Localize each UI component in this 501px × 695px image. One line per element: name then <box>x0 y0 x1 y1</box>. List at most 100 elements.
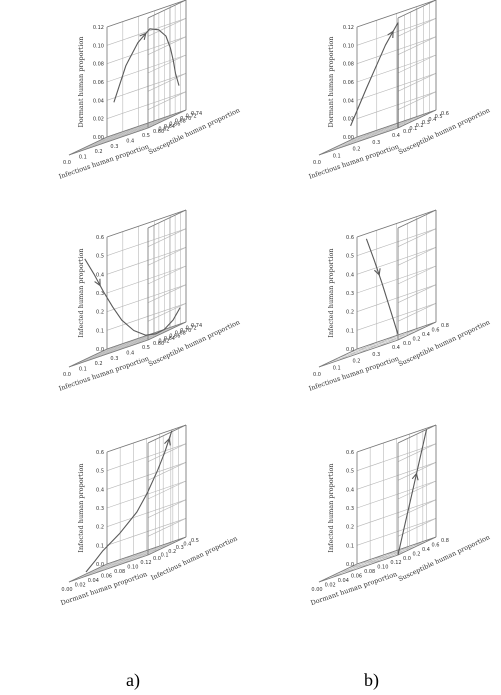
direction-arrow <box>374 268 381 277</box>
grid-line <box>328 335 408 363</box>
grid-line <box>397 54 437 74</box>
grid-line <box>106 443 187 471</box>
axis-edge <box>318 563 358 583</box>
x-tick-label: 0.4 <box>126 350 134 356</box>
axis-edge <box>147 536 187 556</box>
axis-edge <box>318 127 399 156</box>
z-tick-label: 0.04 <box>343 98 354 104</box>
x-tick-label: 0.08 <box>364 569 375 575</box>
grid-line <box>147 480 187 500</box>
x-tick-label: 0.00 <box>311 587 322 593</box>
grid <box>318 0 437 156</box>
grid-line <box>344 115 424 144</box>
axis-edge <box>68 554 149 583</box>
x-tick-label: 0.3 <box>110 144 118 150</box>
panel-a3: 0.120.100.080.060.040.020.000.00.10.20.3… <box>60 424 239 607</box>
caption-b: b) <box>364 670 379 690</box>
z-tick-label: 0.10 <box>93 43 104 49</box>
z-tick-label: 0.6 <box>346 450 354 456</box>
axis-edge <box>147 0 187 19</box>
x-tick-label: 0.4 <box>392 345 400 351</box>
grid-line <box>147 518 187 537</box>
grid-line <box>147 443 187 462</box>
z-tick-label: 0.2 <box>96 310 104 316</box>
trajectory-line <box>84 258 181 336</box>
y-tick-label: 0.1 <box>409 126 417 132</box>
tick-labels: 0.120.100.080.060.040.020.000.00.10.20.3… <box>61 450 199 593</box>
x-tick-label: 0.1 <box>333 153 341 159</box>
grid-line <box>79 334 159 363</box>
axis-edge <box>318 339 399 368</box>
x-tick-label: 0.0 <box>313 372 321 378</box>
grid-line <box>397 247 437 266</box>
grid-line <box>85 332 165 360</box>
y-tick-label: 0.5 <box>191 538 199 544</box>
grid-line <box>356 462 437 490</box>
grid-line <box>96 326 176 355</box>
x-tick-label: 0.3 <box>372 352 380 358</box>
z-tick-label: 0.10 <box>343 43 354 49</box>
z-axis-label: Infected human proportion <box>327 463 335 552</box>
axis-edge <box>106 536 187 565</box>
y-tick-label: 0.2 <box>168 549 176 555</box>
x-tick-label: 0.08 <box>114 569 125 575</box>
grid-line <box>106 91 187 119</box>
y-tick-label: 0.6 <box>432 328 440 334</box>
grid-line <box>84 547 164 576</box>
z-axis-label: Dormant human proportion <box>327 37 335 128</box>
caption-a: a) <box>126 670 140 690</box>
grid-line <box>90 117 170 145</box>
trajectory-line <box>350 22 399 128</box>
y-tick-label: 0.2 <box>416 123 424 129</box>
grid-line <box>397 91 437 110</box>
z-axis-label: Infected human proportion <box>327 248 335 337</box>
grid-line <box>347 541 427 569</box>
x-tick-label: 0.12 <box>140 560 151 566</box>
z-tick-label: 0.0 <box>96 347 104 353</box>
direction-arrow <box>164 437 171 446</box>
grid-line <box>147 284 187 303</box>
tick-labels: 0.50.40.30.20.10.00.600.620.640.660.680.… <box>63 235 202 378</box>
axis-edge <box>68 339 149 368</box>
y-tick-label: 0.0 <box>153 556 161 562</box>
axis-edge <box>397 424 437 444</box>
x-tick-label: 0.02 <box>325 583 336 589</box>
y-tick-label: 0.1 <box>161 552 169 558</box>
y-tick-label: 0.0 <box>403 556 411 562</box>
grid-line <box>147 73 187 92</box>
x-tick-label: 0.0 <box>63 160 71 166</box>
x-tick-label: 0.2 <box>353 147 361 153</box>
grid-line <box>337 118 418 147</box>
z-tick-label: 0.5 <box>346 469 354 475</box>
x-tick-label: 0.1 <box>79 367 87 373</box>
z-tick-label: 0.0 <box>96 562 104 568</box>
y-tick-label: 0.8 <box>441 323 449 329</box>
grid-line <box>74 337 154 365</box>
axis-edge <box>147 209 187 229</box>
y-tick-label: 0.4 <box>428 117 436 123</box>
axis-edge <box>147 424 187 444</box>
grid-line <box>397 443 437 462</box>
grid-line <box>85 120 165 148</box>
axis-edge <box>397 536 437 556</box>
z-tick-label: 0.08 <box>93 62 104 68</box>
z-tick-label: 0.3 <box>346 506 354 512</box>
z-tick-label: 0.1 <box>346 543 354 549</box>
y-tick-label: 0.5 <box>435 114 443 120</box>
grid-line <box>356 518 437 546</box>
z-tick-label: 0.2 <box>346 525 354 531</box>
y-tick-label: 0.8 <box>441 538 449 544</box>
grid-line <box>356 284 437 312</box>
y-tick-label: 0.74 <box>191 111 202 117</box>
grid-line <box>106 303 187 331</box>
axis-edge <box>356 209 437 238</box>
x-tick-label: 0.4 <box>126 138 134 144</box>
y-tick-label: 0.6 <box>432 543 440 549</box>
axis-edge <box>397 109 437 129</box>
axis-edge <box>356 424 437 453</box>
z-tick-label: 0.4 <box>346 487 354 493</box>
z-tick-label: 0.2 <box>346 310 354 316</box>
z-tick-label: 0.1 <box>96 543 104 549</box>
z-tick-label: 0.6 <box>96 235 104 241</box>
z-tick-label: 0.6 <box>96 450 104 456</box>
